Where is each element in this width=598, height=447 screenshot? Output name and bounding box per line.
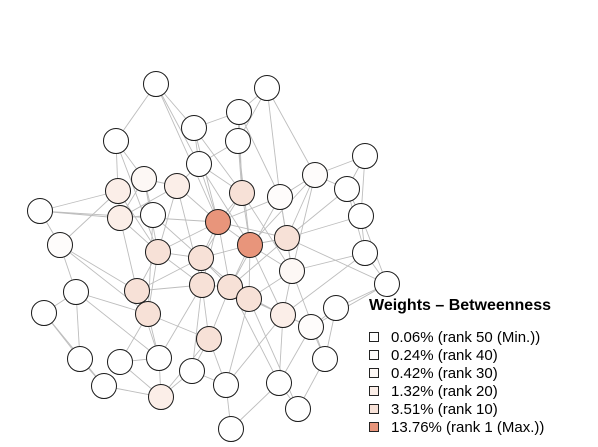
legend-item: 0.24% (rank 40) <box>369 346 594 364</box>
graph-edge <box>193 127 243 194</box>
graph-node <box>205 209 231 235</box>
graph-node <box>266 370 292 396</box>
legend-swatch <box>369 404 379 414</box>
graph-edge <box>238 111 281 198</box>
graph-node <box>285 396 311 422</box>
graph-edge <box>248 298 299 410</box>
graph-node <box>334 176 360 202</box>
node-layer <box>27 71 400 442</box>
graph-node <box>229 180 255 206</box>
legend-label: 0.06% (rank 50 (Min.)) <box>391 328 541 346</box>
graph-node <box>274 225 300 251</box>
graph-node <box>217 274 243 300</box>
graph-edge <box>59 190 119 246</box>
graph-node <box>236 286 262 312</box>
graph-node <box>103 128 129 154</box>
graph-node <box>298 314 324 340</box>
graph-node <box>189 272 215 298</box>
legend-label: 0.42% (rank 30) <box>391 364 498 382</box>
graph-edge <box>266 87 316 176</box>
graph-node <box>164 173 190 199</box>
legend: Weights – Betweenness 0.06% (rank 50 (Mi… <box>369 296 594 436</box>
graph-node <box>254 75 280 101</box>
graph-edge <box>266 87 281 198</box>
legend-item: 1.32% (rank 20) <box>369 382 594 400</box>
graph-node <box>27 198 53 224</box>
graph-node <box>302 162 328 188</box>
graph-node <box>148 384 174 410</box>
graph-edge <box>241 192 293 272</box>
graph-node <box>270 302 296 328</box>
graph-edge <box>225 314 284 386</box>
graph-edge <box>158 284 203 359</box>
graph-node <box>279 258 305 284</box>
legend-label: 0.24% (rank 40) <box>391 346 498 364</box>
legend-swatch <box>369 332 379 342</box>
graph-edge <box>198 163 251 246</box>
graph-node <box>91 373 117 399</box>
graph-node <box>135 301 161 327</box>
legend-item: 3.51% (rank 10) <box>369 400 594 418</box>
graph-node <box>188 245 214 271</box>
graph-node <box>267 184 293 210</box>
graph-edge <box>286 237 388 285</box>
graph-node <box>67 346 93 372</box>
legend-title: Weights – Betweenness <box>369 297 551 314</box>
graph-node <box>186 151 212 177</box>
graph-node <box>352 240 378 266</box>
graph-node <box>218 416 244 442</box>
graph-node <box>312 346 338 372</box>
graph-node <box>226 99 252 125</box>
graph-edge <box>59 244 138 292</box>
graph-node <box>179 358 205 384</box>
graph-node <box>143 71 169 97</box>
graph-node <box>124 278 150 304</box>
graph-node <box>374 271 400 297</box>
graph-edge <box>291 174 316 272</box>
graph-node <box>323 295 349 321</box>
legend-label: 13.76% (rank 1 (Max.)) <box>391 418 545 436</box>
graph-node <box>47 232 73 258</box>
legend-label: 3.51% (rank 10) <box>391 400 498 418</box>
graph-node <box>348 203 374 229</box>
graph-node <box>105 178 131 204</box>
graph-edge <box>39 190 119 212</box>
legend-item: 0.42% (rank 30) <box>369 364 594 382</box>
graph-edge <box>75 291 160 359</box>
graph-edge <box>155 83 219 223</box>
graph-node <box>31 300 57 326</box>
graph-node <box>146 345 172 371</box>
graph-node <box>107 205 133 231</box>
graph-edge <box>147 214 154 315</box>
legend-item: 0.06% (rank 50 (Min.)) <box>369 328 594 346</box>
graph-node <box>213 372 239 398</box>
graph-node <box>181 115 207 141</box>
graph-node <box>107 349 133 375</box>
legend-label: 1.32% (rank 20) <box>391 382 498 400</box>
graph-node <box>352 143 378 169</box>
graph-node <box>131 166 157 192</box>
legend-swatch <box>369 368 379 378</box>
graph-node <box>196 326 222 352</box>
graph-edge <box>282 252 366 316</box>
graph-edge <box>225 298 250 386</box>
graph-edge <box>155 83 200 165</box>
legend-item: 13.76% (rank 1 (Max.)) <box>369 418 594 436</box>
graph-edge <box>115 140 159 253</box>
graph-node <box>63 279 89 305</box>
legend-swatch <box>369 350 379 360</box>
legend-swatch <box>369 386 379 396</box>
graph-node <box>237 232 263 258</box>
graph-edge <box>191 284 203 372</box>
legend-swatch <box>369 422 379 432</box>
graph-edge <box>310 283 388 328</box>
graph-node <box>225 128 251 154</box>
graph-node <box>140 202 166 228</box>
graph-node <box>145 239 171 265</box>
